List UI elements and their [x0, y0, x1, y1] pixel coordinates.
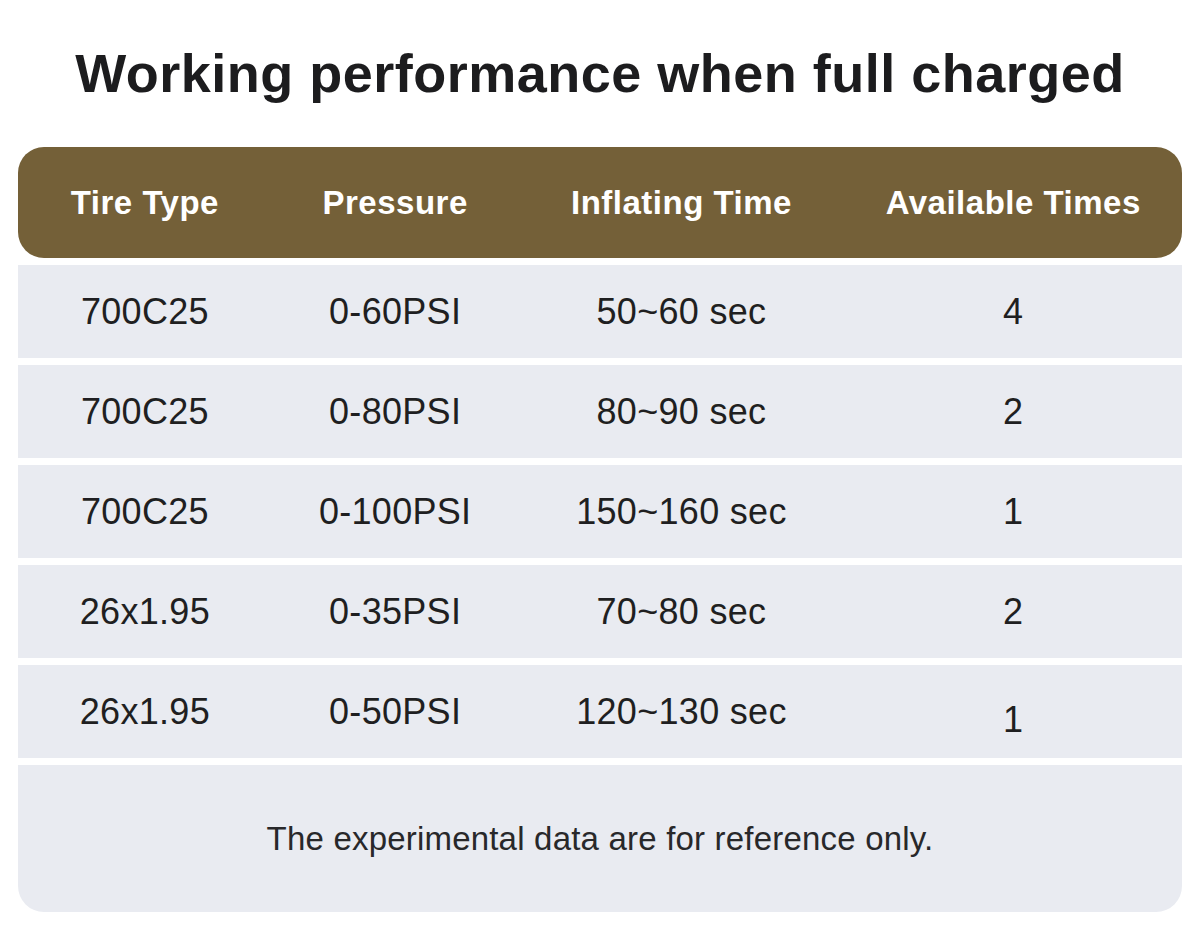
cell-tire-type: 26x1.95 — [18, 591, 272, 633]
cell-tire-type: 700C25 — [18, 391, 272, 433]
cell-available-times: 2 — [844, 391, 1182, 433]
page-title: Working performance when full charged — [0, 44, 1200, 103]
cell-inflating-time: 120~130 sec — [519, 691, 845, 733]
cell-pressure: 0-80PSI — [272, 391, 519, 433]
table-header-row: Tire Type Pressure Inflating Time Availa… — [18, 147, 1182, 258]
table-row: 700C25 0-60PSI 50~60 sec 4 — [18, 265, 1182, 358]
header-cell-tire-type: Tire Type — [18, 184, 272, 222]
table-row: 700C25 0-100PSI 150~160 sec 1 — [18, 465, 1182, 558]
header-cell-pressure: Pressure — [272, 184, 519, 222]
cell-pressure: 0-60PSI — [272, 291, 519, 333]
cell-pressure: 0-35PSI — [272, 591, 519, 633]
cell-available-times: 1 — [844, 699, 1182, 741]
header-cell-inflating-time: Inflating Time — [519, 184, 845, 222]
cell-inflating-time: 50~60 sec — [519, 291, 845, 333]
table-footer-row: The experimental data are for reference … — [18, 765, 1182, 912]
table-row: 700C25 0-80PSI 80~90 sec 2 — [18, 365, 1182, 458]
cell-tire-type: 26x1.95 — [18, 691, 272, 733]
cell-inflating-time: 150~160 sec — [519, 491, 845, 533]
cell-available-times: 4 — [844, 291, 1182, 333]
table-row: 26x1.95 0-35PSI 70~80 sec 2 — [18, 565, 1182, 658]
cell-inflating-time: 80~90 sec — [519, 391, 845, 433]
cell-inflating-time: 70~80 sec — [519, 591, 845, 633]
cell-tire-type: 700C25 — [18, 291, 272, 333]
cell-pressure: 0-50PSI — [272, 691, 519, 733]
header-cell-available-times: Available Times — [844, 184, 1182, 222]
cell-available-times: 1 — [844, 491, 1182, 533]
cell-pressure: 0-100PSI — [272, 491, 519, 533]
infographic-canvas: Working performance when full charged Ti… — [0, 0, 1200, 929]
cell-tire-type: 700C25 — [18, 491, 272, 533]
table-row: 26x1.95 0-50PSI 120~130 sec 1 — [18, 665, 1182, 758]
reference-note: The experimental data are for reference … — [267, 820, 934, 858]
cell-available-times: 2 — [844, 591, 1182, 633]
